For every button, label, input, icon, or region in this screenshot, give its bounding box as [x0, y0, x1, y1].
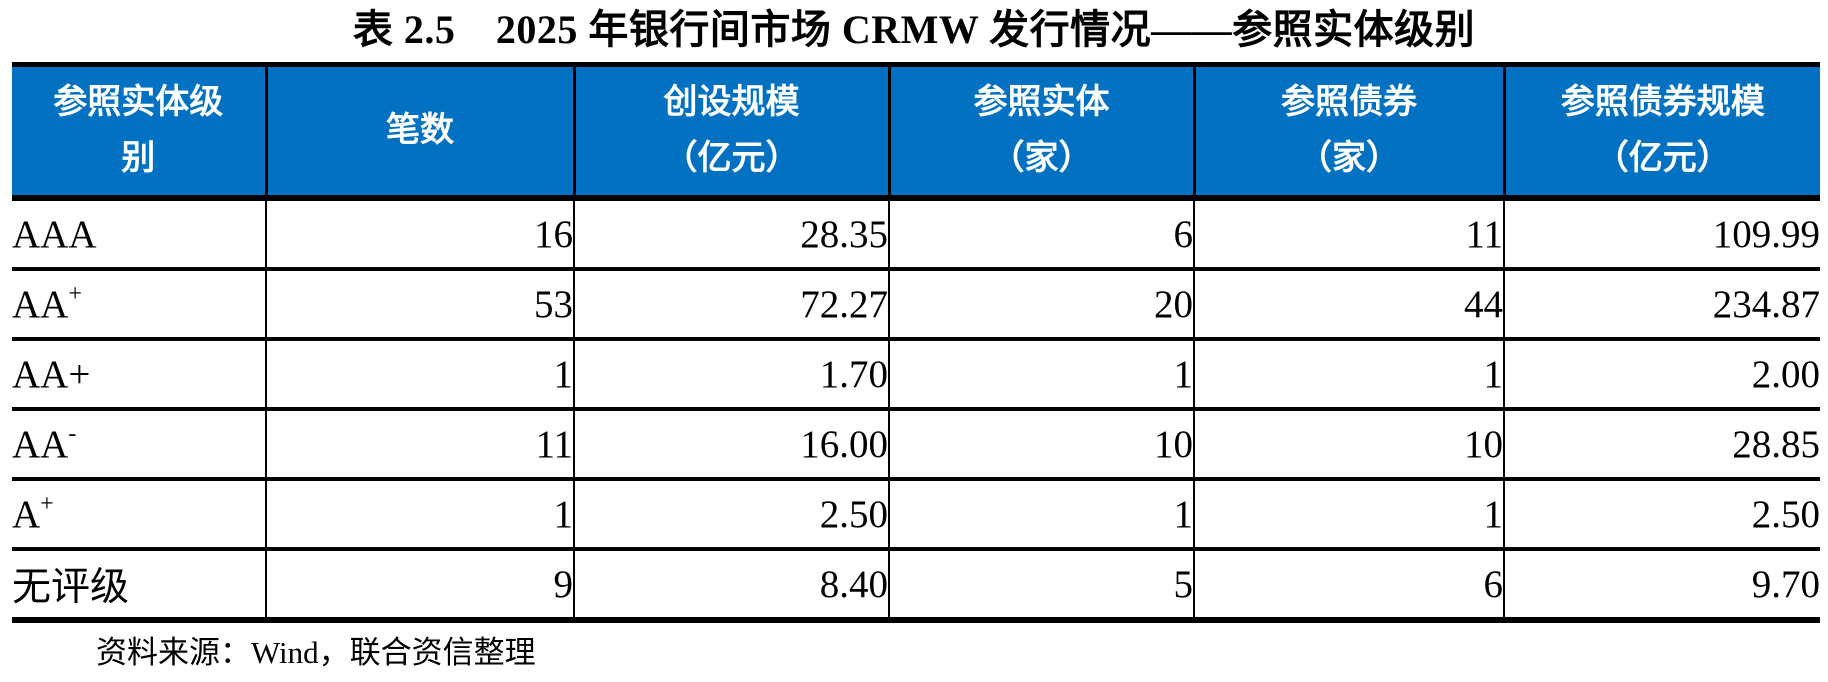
- ref-bonds-cell: 11: [1193, 198, 1504, 271]
- ref-bonds-cell: 1: [1193, 479, 1504, 551]
- creation-scale-cell: 72.27: [573, 269, 889, 341]
- deals-cell: 1: [265, 339, 574, 411]
- table-row: AA+ 53 72.27 20 44 234.87: [12, 269, 1820, 341]
- col-header-ref-entities: 参照实体 （家）: [887, 62, 1194, 201]
- ref-bond-scale-cell: 234.87: [1503, 269, 1820, 341]
- ref-bonds-cell: 1: [1193, 339, 1504, 411]
- col-header-creation-scale: 创设规模 （亿元）: [572, 62, 889, 201]
- creation-scale-cell: 28.35: [573, 198, 889, 271]
- deals-cell: 1: [265, 479, 574, 551]
- table-row: AA+ 1 1.70 1 1 2.00: [12, 339, 1820, 411]
- rating-cell: AA+: [12, 339, 266, 411]
- source-note: 资料来源：Wind，联合资信整理: [96, 635, 536, 670]
- ref-entities-cell: 1: [888, 479, 1194, 551]
- col-header-ref-bonds: 参照债券 （家）: [1192, 62, 1504, 201]
- ref-entities-cell: 5: [888, 549, 1194, 623]
- table-row: A+ 1 2.50 1 1 2.50: [12, 479, 1820, 551]
- header-line: （亿元）: [663, 140, 800, 177]
- deals-cell: 9: [265, 549, 574, 623]
- header-line: 参照债券规模: [1560, 84, 1765, 121]
- header-line: （亿元）: [1594, 140, 1731, 177]
- ref-bonds-cell: 44: [1193, 269, 1504, 341]
- ref-entities-cell: 1: [888, 339, 1194, 411]
- deals-cell: 53: [265, 269, 574, 341]
- rating-cell: AA-: [12, 409, 266, 481]
- header-line: 参照实体级: [53, 84, 224, 121]
- page-title: 表 2.5 2025 年银行间市场 CRMW 发行情况——参照实体级别: [352, 7, 1476, 52]
- ref-bonds-cell: 6: [1193, 549, 1504, 623]
- creation-scale-cell: 8.40: [573, 549, 889, 623]
- rating-cell: AAA: [12, 198, 266, 271]
- crmw-table: 参照实体级 别 笔数 创设规模 （亿元） 参照实体 （家） 参照债券 （家） 参…: [12, 62, 1820, 623]
- header-line: （家）: [1298, 140, 1400, 177]
- header-line: 创设规模: [663, 84, 800, 121]
- rating-cell: AA+: [12, 269, 266, 341]
- ref-bond-scale-cell: 28.85: [1503, 409, 1820, 481]
- table-row: AA- 11 16.00 10 10 28.85: [12, 409, 1820, 481]
- rating-cell: 无评级: [12, 549, 266, 623]
- table-row: 无评级 9 8.40 5 6 9.70: [12, 549, 1820, 623]
- col-header-deals: 笔数: [264, 62, 574, 201]
- header-line: 参照债券: [1281, 84, 1417, 121]
- ref-bond-scale-cell: 9.70: [1503, 549, 1820, 623]
- creation-scale-cell: 2.50: [573, 479, 889, 551]
- ref-bond-scale-cell: 2.50: [1503, 479, 1820, 551]
- ref-bond-scale-cell: 109.99: [1503, 198, 1820, 271]
- header-row: 参照实体级 别 笔数 创设规模 （亿元） 参照实体 （家） 参照债券 （家） 参…: [12, 62, 1820, 201]
- deals-cell: 11: [265, 409, 574, 481]
- creation-scale-cell: 16.00: [573, 409, 889, 481]
- header-line: 参照实体: [973, 84, 1110, 121]
- header-line: 别: [121, 140, 156, 177]
- ref-entities-cell: 10: [888, 409, 1194, 481]
- ref-bonds-cell: 10: [1193, 409, 1504, 481]
- ref-entities-cell: 6: [888, 198, 1194, 271]
- col-header-ref-bond-scale: 参照债券规模 （亿元）: [1502, 62, 1820, 201]
- table-row: AAA 16 28.35 6 11 109.99: [12, 198, 1820, 271]
- ref-bond-scale-cell: 2.00: [1503, 339, 1820, 411]
- creation-scale-cell: 1.70: [573, 339, 889, 411]
- deals-cell: 16: [265, 198, 574, 271]
- rating-cell: A+: [12, 479, 266, 551]
- header-line: 笔数: [386, 112, 454, 149]
- col-header-rating: 参照实体级 别: [12, 62, 266, 201]
- ref-entities-cell: 20: [888, 269, 1194, 341]
- header-line: （家）: [990, 140, 1093, 177]
